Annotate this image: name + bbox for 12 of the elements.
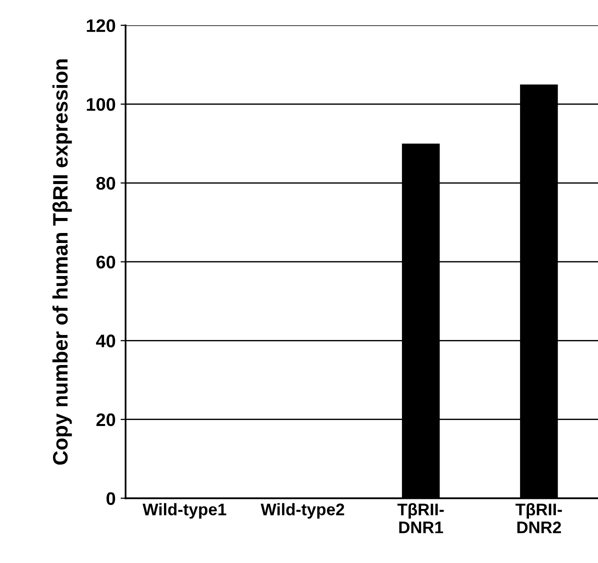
y-tick-label: 80 xyxy=(96,176,116,190)
y-axis-title: Copy number of human TβRII expression xyxy=(52,59,72,465)
y-tick-label: 20 xyxy=(96,413,116,426)
y-tick-label: 40 xyxy=(96,334,116,348)
y-tick-label: 100 xyxy=(86,98,116,111)
x-tick-label: Wild-type2 xyxy=(260,503,344,519)
x-tick-label: TβRII- DNR2 xyxy=(516,503,562,534)
y-tick-label: 60 xyxy=(96,256,116,269)
x-tick-label: TβRII- DNR1 xyxy=(397,503,444,534)
y-tick-label: 120 xyxy=(86,19,116,32)
x-tick-label: Wild-type1 xyxy=(142,503,226,519)
y-tick-label: 0 xyxy=(106,492,116,505)
